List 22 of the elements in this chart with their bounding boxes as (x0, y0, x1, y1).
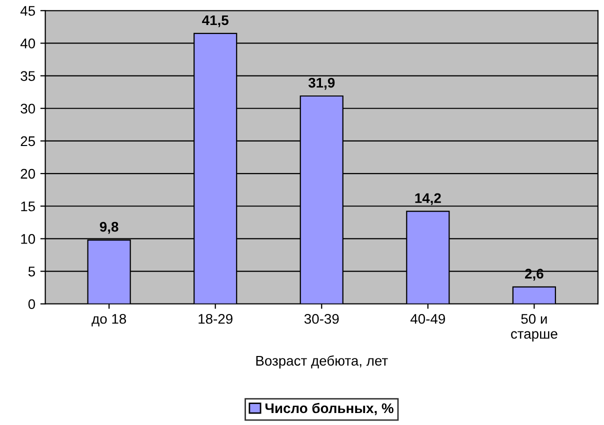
y-tick-label: 20 (20, 168, 36, 179)
y-tick-label: 35 (20, 71, 35, 81)
y-tick-label: 5 (28, 266, 35, 276)
y-tick-label: 0 (28, 299, 36, 310)
legend-label: Число больных, % (265, 402, 394, 416)
data-label: 9,8 (100, 222, 118, 234)
x-tick-label: 18-29 (198, 314, 232, 324)
y-tick-label: 15 (21, 202, 35, 212)
data-label: 31,9 (308, 78, 335, 90)
x-tick-label: 40-49 (410, 314, 446, 324)
y-tick-label: 40 (20, 38, 36, 48)
x-tick-label: 50 и старше (511, 314, 558, 342)
y-tick-label: 25 (20, 136, 35, 146)
data-label: 14,2 (415, 193, 441, 206)
y-tick-label: 10 (21, 234, 36, 244)
x-tick-label: 30-39 (304, 314, 339, 324)
data-label: 41,5 (202, 15, 228, 28)
y-tick-label: 45 (20, 6, 35, 16)
x-axis-title: Возраст дебюта, лет (256, 355, 388, 368)
data-label: 2,6 (525, 268, 544, 281)
x-tick-label: до 18 (92, 314, 126, 326)
y-tick-label: 30 (20, 104, 36, 114)
